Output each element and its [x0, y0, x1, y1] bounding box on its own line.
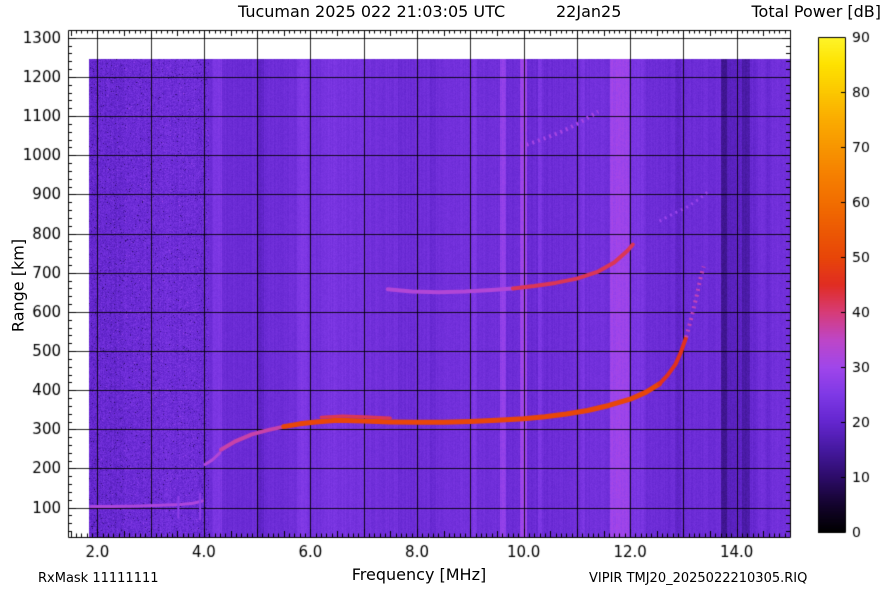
rxmask-label: RxMask 11111111	[38, 571, 159, 586]
plot-title: Tucuman 2025 022 21:03:05 UTC	[238, 2, 506, 21]
x-axis-title: Frequency [MHz]	[351, 565, 487, 584]
y-axis-title: Range [km]	[8, 238, 28, 333]
file-id-label: VIPIR TMJ20_2025022210305.RIQ	[589, 571, 808, 586]
plot-date: 22Jan25	[556, 2, 622, 21]
colorbar-title: Total Power [dB]	[751, 2, 881, 21]
